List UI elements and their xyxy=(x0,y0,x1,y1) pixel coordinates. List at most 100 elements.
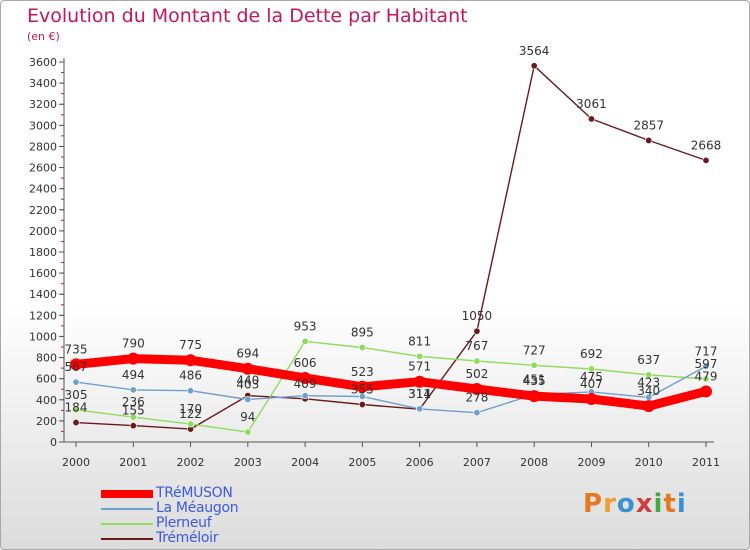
legend-item: Plerneuf xyxy=(101,515,301,532)
x-tick-label: 2007 xyxy=(463,456,491,469)
data-label: 155 xyxy=(122,404,145,418)
series-line-0 xyxy=(71,354,711,411)
x-tick-label: 2002 xyxy=(177,456,205,469)
data-point-0 xyxy=(585,393,598,406)
logo-letter: P xyxy=(583,489,604,519)
data-point-3 xyxy=(702,156,710,164)
series-line-3 xyxy=(75,65,707,430)
data-label: 727 xyxy=(523,343,546,357)
data-label: 953 xyxy=(294,319,317,333)
x-tick-label: 2000 xyxy=(62,456,90,469)
data-point-0 xyxy=(470,383,483,396)
legend-label: Tréméloir xyxy=(156,530,219,546)
x-tick-label: 2003 xyxy=(234,456,262,469)
data-label: 340 xyxy=(637,384,660,398)
y-tick-label: 2400 xyxy=(29,183,57,196)
data-point-0 xyxy=(642,400,655,413)
legend-swatch xyxy=(101,508,153,510)
data-label: 775 xyxy=(179,338,202,352)
data-label: 3564 xyxy=(519,44,550,58)
data-label: 502 xyxy=(465,367,488,381)
legend-item: La Méaugon xyxy=(101,500,301,517)
data-point-0 xyxy=(241,362,254,375)
logo-letter: i xyxy=(676,489,687,519)
legend-item: Tréméloir xyxy=(101,530,301,547)
data-label: 278 xyxy=(465,391,488,405)
data-label: 811 xyxy=(408,334,431,348)
data-point-2 xyxy=(587,365,595,373)
data-point-1 xyxy=(187,387,195,395)
logo-letter: i xyxy=(653,489,664,519)
y-tick-label: 200 xyxy=(36,415,57,428)
chart-subtitle: (en €) xyxy=(27,30,60,43)
legend-label: TRéMUSON xyxy=(156,485,233,501)
data-label: 606 xyxy=(294,356,317,370)
legend-swatch xyxy=(101,523,153,525)
x-tick-label: 2011 xyxy=(692,456,720,469)
y-tick-label: 3600 xyxy=(29,56,57,69)
data-label: 305 xyxy=(65,388,88,402)
y-tick-label: 3000 xyxy=(29,119,57,132)
proxiti-logo: Proxiti xyxy=(583,489,687,519)
logo-letter: x xyxy=(635,489,654,519)
data-label: 767 xyxy=(465,339,488,353)
logo-letter: t xyxy=(663,489,677,519)
data-point-3 xyxy=(72,419,80,427)
y-tick-label: 1800 xyxy=(29,246,57,259)
data-point-3 xyxy=(129,422,137,430)
legend-swatch xyxy=(101,490,153,498)
data-label: 523 xyxy=(351,365,374,379)
y-tick-label: 600 xyxy=(36,373,57,386)
data-label: 1050 xyxy=(462,309,493,323)
data-point-0 xyxy=(184,354,197,367)
data-point-3 xyxy=(473,327,481,335)
data-label: 236 xyxy=(122,395,145,409)
data-label: 735 xyxy=(65,342,88,356)
y-tick-label: 2800 xyxy=(29,140,57,153)
data-point-1 xyxy=(129,386,137,394)
data-label: 403 xyxy=(236,377,259,391)
data-label: 571 xyxy=(408,360,431,374)
logo-letter: o xyxy=(616,489,636,519)
data-point-1 xyxy=(473,409,481,417)
data-label: 637 xyxy=(637,353,660,367)
logo-letter: r xyxy=(603,489,617,519)
series-line-2 xyxy=(75,340,707,433)
data-label: 475 xyxy=(580,370,603,384)
data-point-0 xyxy=(700,385,712,398)
data-point-3 xyxy=(587,115,595,123)
legend-item: TRéMUSON xyxy=(101,485,301,502)
data-label: 895 xyxy=(351,326,374,340)
data-point-1 xyxy=(702,362,710,370)
data-label: 311 xyxy=(408,387,431,401)
data-point-0 xyxy=(413,375,426,388)
data-point-2 xyxy=(244,428,252,436)
data-point-2 xyxy=(129,413,137,421)
y-tick-label: 2000 xyxy=(29,225,57,238)
x-tick-label: 2010 xyxy=(635,456,663,469)
x-tick-label: 2005 xyxy=(348,456,376,469)
y-tick-label: 400 xyxy=(36,394,57,407)
data-label: 2668 xyxy=(691,138,722,152)
data-label: 3061 xyxy=(576,97,607,111)
data-point-3 xyxy=(530,62,538,70)
data-label: 486 xyxy=(179,369,202,383)
data-point-0 xyxy=(356,380,369,393)
data-point-1 xyxy=(358,393,366,401)
data-point-2 xyxy=(416,352,424,360)
data-point-2 xyxy=(473,357,481,365)
data-label: 407 xyxy=(580,377,603,391)
data-point-2 xyxy=(187,420,195,428)
data-point-2 xyxy=(645,371,653,379)
x-tick-label: 2008 xyxy=(520,456,548,469)
data-label: 790 xyxy=(122,337,145,351)
legend-swatch xyxy=(101,538,153,540)
data-label: 170 xyxy=(179,402,202,416)
data-label: 184 xyxy=(65,401,88,415)
legend-label: La Méaugon xyxy=(156,500,239,516)
data-point-0 xyxy=(299,372,312,385)
data-point-2 xyxy=(358,344,366,352)
series-line-1 xyxy=(75,365,707,414)
